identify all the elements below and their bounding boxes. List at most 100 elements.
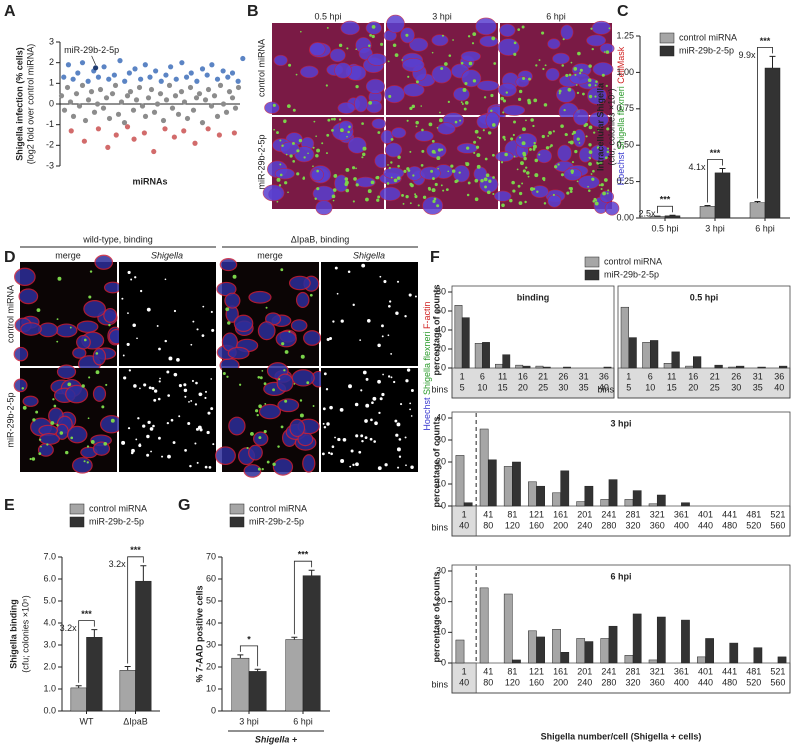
bacterium xyxy=(283,120,287,124)
y-axis-label: percentage of counts xyxy=(431,416,441,507)
bin-label: 81 xyxy=(507,666,517,676)
bacterium xyxy=(123,376,127,380)
bar xyxy=(650,340,659,369)
data-point xyxy=(145,95,152,101)
bacterium xyxy=(368,44,371,47)
bacterium xyxy=(358,450,362,454)
bar xyxy=(728,366,737,369)
bar xyxy=(474,343,483,369)
data-point xyxy=(109,91,116,97)
bacterium xyxy=(264,402,267,405)
bacterium xyxy=(149,427,154,431)
data-point xyxy=(130,107,137,113)
bacterium xyxy=(158,436,161,440)
bacterium xyxy=(95,352,99,355)
bacterium xyxy=(346,135,348,138)
bacterium xyxy=(407,75,410,78)
y-tick-label: 2 xyxy=(49,57,54,67)
data-point xyxy=(187,84,194,91)
significance-label: *** xyxy=(298,550,309,560)
bacterium xyxy=(139,387,141,390)
bacterium xyxy=(444,62,448,66)
bacterium xyxy=(90,440,95,444)
bacterium xyxy=(522,153,527,157)
bacterium xyxy=(602,191,606,196)
bacterium xyxy=(325,388,329,391)
nucleus xyxy=(258,403,282,420)
nucleus xyxy=(275,330,297,348)
micrograph xyxy=(216,258,322,373)
column-header: merge xyxy=(55,250,81,260)
bacterium xyxy=(183,388,188,393)
bacterium xyxy=(590,27,593,30)
bar xyxy=(600,499,610,507)
bar xyxy=(584,641,594,664)
bacterium xyxy=(350,449,354,453)
bacterium xyxy=(560,173,564,177)
bacterium xyxy=(544,64,547,67)
bacterium xyxy=(463,107,467,111)
bacterium xyxy=(309,293,313,297)
bin-label: 121 xyxy=(529,666,544,676)
bacterium xyxy=(142,424,146,428)
bacterium xyxy=(538,59,541,61)
bacterium xyxy=(409,402,412,405)
bar xyxy=(624,499,634,507)
bacterium xyxy=(475,145,480,149)
bacterium xyxy=(390,176,393,179)
bin-label: 11 xyxy=(498,371,507,381)
bacterium xyxy=(459,119,462,122)
significance-label: *** xyxy=(130,545,141,555)
data-point xyxy=(82,117,89,124)
point-callout xyxy=(91,55,96,65)
bacterium xyxy=(378,411,381,415)
bacterium xyxy=(437,148,442,152)
y-tick-label: 60 xyxy=(206,573,216,583)
bin-label: 360 xyxy=(650,677,665,687)
bin-label: 81 xyxy=(507,509,517,519)
data-point xyxy=(209,62,215,68)
bacterium xyxy=(567,87,572,92)
bacterium xyxy=(210,407,214,411)
data-point xyxy=(95,74,102,80)
bacterium xyxy=(355,167,357,170)
bacterium xyxy=(409,150,412,153)
bacterium xyxy=(576,137,580,141)
bin-label: 241 xyxy=(601,666,616,676)
x-tick-label: 0.5 hpi xyxy=(651,223,678,233)
significance-label: *** xyxy=(710,148,721,158)
bacterium xyxy=(523,156,527,161)
bin-label: 31 xyxy=(579,371,589,381)
data-point xyxy=(91,109,98,115)
bacterium xyxy=(396,447,401,452)
y-tick-label: 0.50 xyxy=(616,140,634,150)
bacterium xyxy=(570,61,573,64)
bacterium xyxy=(212,443,215,446)
bacterium xyxy=(21,387,25,390)
bacterium xyxy=(588,189,591,192)
x-tick-label: 6 hpi xyxy=(293,716,313,726)
data-point xyxy=(113,132,119,138)
bacterium xyxy=(295,73,298,76)
bacterium xyxy=(390,161,393,164)
bar xyxy=(528,481,537,507)
bar xyxy=(455,639,465,664)
y-axis-label: percentage of counts xyxy=(431,284,441,375)
nucleus xyxy=(426,142,447,159)
bacterium xyxy=(442,189,445,192)
nucleus xyxy=(475,17,497,36)
bacterium xyxy=(364,419,368,423)
bacterium xyxy=(440,148,444,151)
bin-label: 1 xyxy=(462,509,467,519)
bacterium xyxy=(486,190,491,195)
bacterium xyxy=(191,379,194,382)
bacterium xyxy=(482,129,485,132)
bacterium xyxy=(195,381,198,385)
data-point xyxy=(121,120,128,126)
bacterium xyxy=(352,200,355,203)
bacterium xyxy=(29,457,32,461)
bacterium xyxy=(607,147,610,150)
bacterium xyxy=(296,149,300,153)
bacterium xyxy=(565,133,568,136)
bacterium xyxy=(590,173,593,175)
